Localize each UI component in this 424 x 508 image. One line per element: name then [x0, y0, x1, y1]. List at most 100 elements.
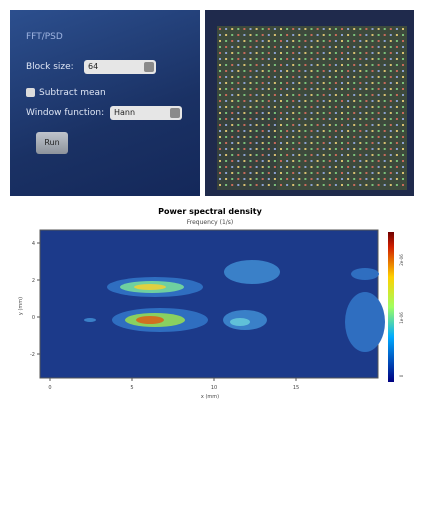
grid-dot: [237, 82, 239, 84]
grid-dot: [262, 160, 264, 162]
grid-dot: [365, 70, 367, 72]
grid-dot: [378, 100, 380, 102]
grid-dot: [292, 46, 294, 48]
grid-dot: [335, 160, 337, 162]
grid-dot: [341, 136, 343, 138]
grid-dot: [298, 112, 300, 114]
block-size-combo[interactable]: 64: [84, 60, 156, 74]
grid-dot: [219, 130, 221, 132]
grid-dot: [268, 52, 270, 54]
grid-dot: [390, 178, 392, 180]
grid-dot: [304, 40, 306, 42]
grid-dot: [359, 106, 361, 108]
grid-image: [205, 10, 414, 196]
grid-dot: [402, 34, 404, 36]
grid-dot: [243, 178, 245, 180]
grid-dot: [256, 64, 258, 66]
grid-dot: [250, 58, 252, 60]
grid-dot: [256, 100, 258, 102]
subtract-mean[interactable]: Subtract mean: [26, 88, 106, 98]
checkbox[interactable]: [26, 88, 35, 97]
grid-dot: [390, 154, 392, 156]
grid-dot: [292, 70, 294, 72]
grid-dot: [317, 94, 319, 96]
grid-dot: [262, 52, 264, 54]
grid-dot: [268, 130, 270, 132]
grid-dot: [347, 70, 349, 72]
grid-dot: [292, 172, 294, 174]
grid-dot: [219, 172, 221, 174]
grid-dot: [402, 184, 404, 186]
grid-dot: [231, 172, 233, 174]
grid-dot: [280, 142, 282, 144]
grid-dot: [347, 166, 349, 168]
grid-dot: [317, 130, 319, 132]
grid-dot: [262, 100, 264, 102]
grid-dot: [262, 88, 264, 90]
grid-dot: [250, 82, 252, 84]
grid-dot: [268, 112, 270, 114]
grid-dot: [262, 124, 264, 126]
grid-dot: [390, 64, 392, 66]
grid-dot: [237, 118, 239, 120]
grid-dot: [329, 82, 331, 84]
window-function-combo[interactable]: Hann: [110, 106, 182, 120]
grid-dot: [372, 118, 374, 120]
grid-dot: [365, 52, 367, 54]
grid-dot: [323, 94, 325, 96]
grid-dot: [280, 160, 282, 162]
grid-dot: [390, 130, 392, 132]
grid-dot: [274, 88, 276, 90]
grid-dot: [219, 124, 221, 126]
grid-dot: [317, 88, 319, 90]
grid-dot: [250, 106, 252, 108]
grid-dot: [378, 178, 380, 180]
grid-dot: [353, 94, 355, 96]
x-tick-label: 5: [130, 385, 133, 391]
grid-dot: [329, 34, 331, 36]
grid-dot: [231, 112, 233, 114]
grid-dot: [353, 70, 355, 72]
grid-dot: [219, 64, 221, 66]
grid-dot: [274, 76, 276, 78]
grid-dot: [311, 70, 313, 72]
grid-dot: [292, 94, 294, 96]
grid-dot: [347, 184, 349, 186]
grid-dot: [365, 34, 367, 36]
grid-dot: [225, 40, 227, 42]
grid-dot: [280, 184, 282, 186]
grid-dot: [372, 82, 374, 84]
grid-dot: [219, 88, 221, 90]
grid-dot: [286, 118, 288, 120]
grid-dot: [384, 46, 386, 48]
grid-dot: [286, 58, 288, 60]
y-tick-label: 4: [32, 241, 35, 247]
grid-dot: [317, 112, 319, 114]
grid-dot: [231, 28, 233, 30]
grid-dot: [274, 118, 276, 120]
grid-dot: [298, 160, 300, 162]
run-button[interactable]: Run: [36, 132, 68, 154]
grid-dot: [396, 106, 398, 108]
grid-dot: [256, 130, 258, 132]
grid-dot: [274, 124, 276, 126]
grid-dot: [341, 154, 343, 156]
grid-dot: [286, 28, 288, 30]
grid-dot: [280, 88, 282, 90]
grid-dot: [353, 28, 355, 30]
grid-dot: [292, 40, 294, 42]
grid-dot: [243, 136, 245, 138]
grid-dot: [347, 88, 349, 90]
grid-dot: [378, 166, 380, 168]
panel-title: FFT/PSD: [26, 32, 63, 42]
grid-dot: [298, 154, 300, 156]
grid-dot: [353, 130, 355, 132]
grid-dot: [286, 40, 288, 42]
grid-dot: [353, 124, 355, 126]
grid-dot: [372, 106, 374, 108]
grid-dot: [353, 82, 355, 84]
grid-dot: [378, 118, 380, 120]
grid-dot: [280, 64, 282, 66]
grid-dot: [372, 130, 374, 132]
grid-dot: [347, 58, 349, 60]
